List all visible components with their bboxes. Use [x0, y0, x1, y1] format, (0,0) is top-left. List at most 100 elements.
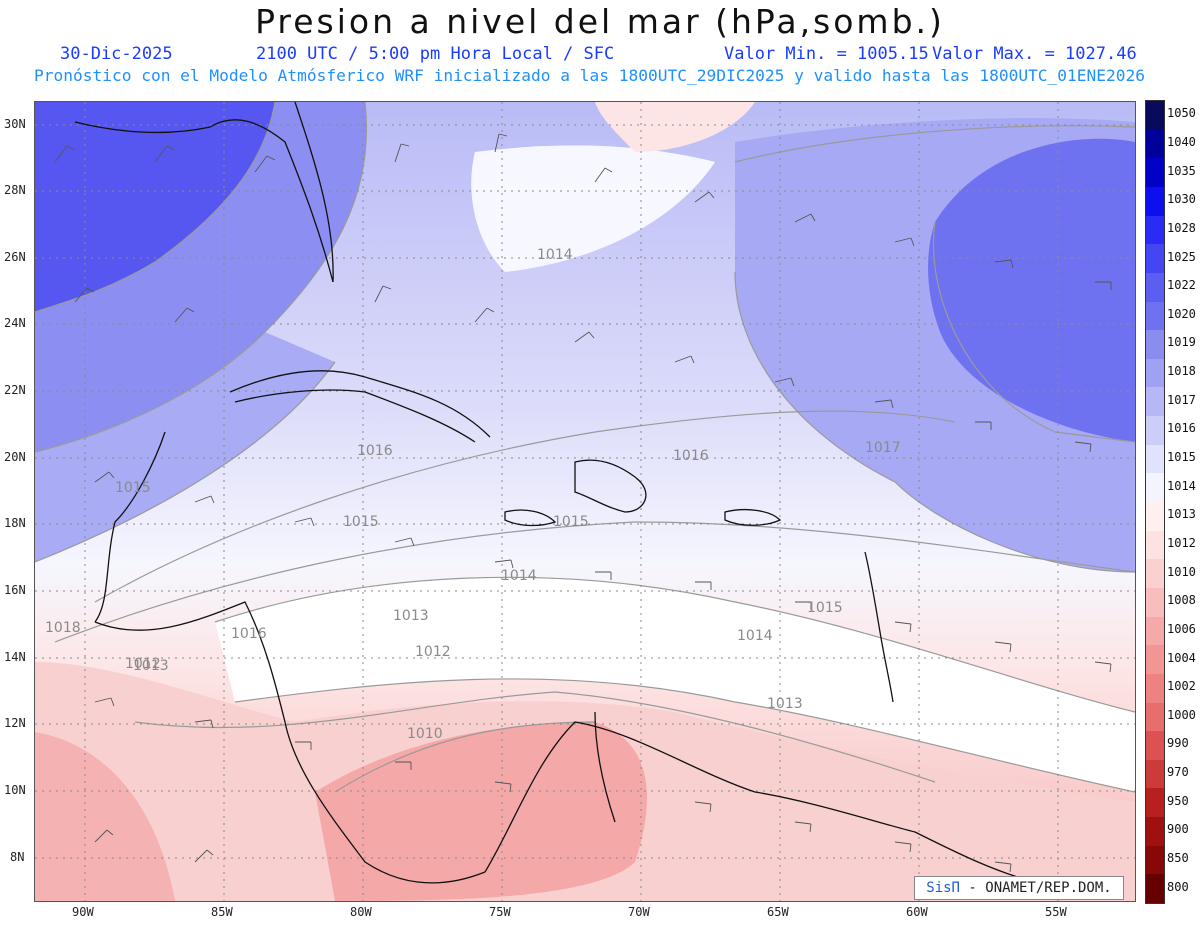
colorbar-level-label: 970 — [1167, 765, 1189, 780]
lat-label: 18N — [4, 516, 26, 530]
coast-puerto-rico — [724, 509, 782, 526]
isobar — [932, 221, 1135, 443]
colorbar-level-label: 850 — [1167, 851, 1189, 866]
colorbar-swatch — [1146, 272, 1164, 302]
colorbar-level-label: 1012 — [1167, 535, 1196, 550]
wind-barb — [594, 167, 613, 183]
isobar — [35, 102, 368, 453]
pressure-field: 1014 1016 1015 1015 1014 1013 1012 1010 … — [35, 102, 1135, 901]
lon-label: 60W — [906, 905, 928, 919]
lat-label: 8N — [10, 850, 25, 864]
high-core-ne — [928, 138, 1135, 442]
contour-label: 1014 — [737, 628, 773, 644]
contour-label: 1010 — [407, 726, 443, 742]
lat-label: 28N — [4, 183, 26, 197]
wind-barb — [994, 641, 1012, 653]
sispi-logo: SisΠ — [926, 880, 960, 896]
isobar-lines — [35, 102, 1135, 793]
pressure-map: 1014 1016 1015 1015 1014 1013 1012 1010 … — [34, 101, 1136, 902]
colorbar-swatch — [1146, 530, 1164, 560]
contour-label: 1012 — [415, 644, 451, 660]
map-title: Presion a nivel del mar (hPa,somb.) — [255, 2, 945, 41]
lat-label: 10N — [4, 783, 26, 797]
coast-gulf-florida — [74, 119, 334, 283]
north-low-patch — [595, 102, 755, 152]
coast-central-america — [94, 601, 486, 884]
contour-label: 1018 — [45, 620, 81, 636]
lat-label: 26N — [4, 250, 26, 264]
lon-label: 80W — [350, 905, 372, 919]
credit-box: SisΠ - ONAMET/REP.DOM. — [914, 876, 1124, 900]
colorbar-level-label: 900 — [1167, 822, 1189, 837]
colorbar-level-label: 1028 — [1167, 220, 1196, 235]
colorbar-swatch — [1146, 559, 1164, 589]
isobar — [234, 678, 1135, 793]
colorbar-swatch — [1146, 444, 1164, 474]
wind-barb — [1074, 441, 1092, 453]
wind-barb — [695, 581, 712, 590]
coast-cuba-south — [234, 389, 476, 443]
colorbar-level-label: 1017 — [1167, 392, 1196, 407]
colorbar-level-label: 1016 — [1167, 421, 1196, 436]
colorbar-level-label: 1025 — [1167, 249, 1196, 264]
wind-barb — [574, 331, 595, 343]
wind-barb — [894, 841, 912, 853]
colorbar-swatch — [1146, 101, 1164, 130]
colorbar — [1145, 100, 1165, 904]
contour-label: 1015 — [553, 514, 589, 530]
wind-barb — [94, 697, 115, 707]
coast-hispaniola — [574, 459, 647, 513]
lat-label: 16N — [4, 583, 26, 597]
contour-label: 1014 — [501, 568, 537, 584]
wind-barb — [694, 801, 712, 813]
colorbar-level-label: 1008 — [1167, 593, 1196, 608]
colorbar-swatch — [1146, 473, 1164, 503]
wind-barb — [794, 821, 812, 833]
colorbar-swatch — [1146, 330, 1164, 360]
lon-label: 85W — [211, 905, 233, 919]
contour-label: 1013 — [767, 696, 803, 712]
wind-barb — [174, 307, 195, 323]
lat-label: 30N — [4, 117, 26, 131]
colorbar-level-label: 800 — [1167, 879, 1189, 894]
contour-label: 1017 — [865, 440, 901, 456]
lon-label: 90W — [72, 905, 94, 919]
low-zone-pacific — [35, 732, 175, 901]
colorbar-swatch — [1146, 702, 1164, 732]
wind-barb — [295, 741, 312, 750]
contour-label: 1013 — [393, 608, 429, 624]
lat-label: 20N — [4, 450, 26, 464]
contour-label: 1015 — [807, 600, 843, 616]
contour-labels: 1014 1016 1015 1015 1014 1013 1012 1010 … — [45, 247, 901, 742]
wind-barb — [894, 237, 915, 247]
colorbar-level-label: 1000 — [1167, 707, 1196, 722]
contour-label: 1014 — [537, 247, 573, 263]
wind-barb — [474, 307, 495, 323]
coastlines — [74, 102, 1036, 884]
wind-barb — [394, 143, 410, 163]
colorbar-swatch — [1146, 215, 1164, 245]
wind-barb — [774, 377, 795, 387]
lat-label: 14N — [4, 650, 26, 664]
wind-barb — [154, 145, 176, 163]
colorbar-level-label: 990 — [1167, 736, 1189, 751]
colorbar-swatch — [1146, 301, 1164, 331]
lat-label: 12N — [4, 716, 26, 730]
colorbar-level-label: 1019 — [1167, 335, 1196, 350]
wind-barb — [1094, 661, 1112, 673]
wind-barb — [494, 133, 508, 153]
isobar — [134, 691, 936, 783]
lon-label: 75W — [489, 905, 511, 919]
lat-label: 24N — [4, 316, 26, 330]
forecast-time: 2100 UTC / 5:00 pm Hora Local / SFC — [256, 44, 615, 64]
colorbar-level-label: 1035 — [1167, 163, 1196, 178]
wind-barb — [194, 719, 214, 729]
wind-barb — [794, 213, 816, 223]
colorbar-swatch — [1146, 817, 1164, 847]
wind-barb — [494, 559, 514, 569]
coast-yucatan — [94, 431, 166, 623]
isobar — [734, 271, 1135, 573]
contour-label: 1015 — [343, 514, 379, 530]
colorbar-swatch — [1146, 129, 1164, 159]
colorbar-swatch — [1146, 731, 1164, 761]
